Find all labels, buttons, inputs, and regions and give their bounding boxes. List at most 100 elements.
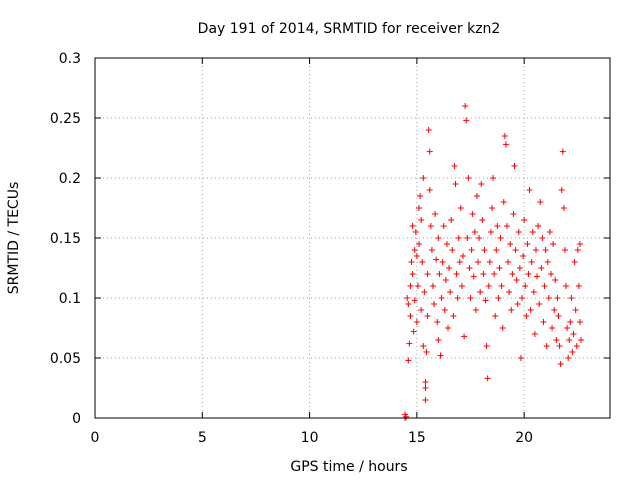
data-point — [460, 253, 467, 259]
data-point — [424, 271, 431, 277]
data-point — [412, 229, 419, 235]
data-point — [544, 259, 551, 265]
data-point — [461, 333, 468, 340]
data-point — [470, 273, 477, 280]
data-point — [425, 127, 432, 133]
data-point — [521, 217, 528, 223]
data-point — [471, 229, 478, 235]
data-point — [525, 271, 532, 277]
data-point — [487, 229, 494, 235]
data-point — [466, 265, 473, 271]
plot-frame — [94, 57, 611, 419]
data-point — [416, 205, 423, 211]
data-point — [456, 259, 463, 265]
data-point — [501, 133, 508, 139]
data-point — [422, 379, 429, 385]
data-point — [436, 271, 443, 277]
grid-layer — [95, 58, 610, 418]
data-point — [469, 211, 476, 217]
data-point — [446, 265, 453, 271]
data-point — [449, 247, 456, 253]
data-point — [429, 283, 436, 289]
data-point — [473, 193, 480, 199]
data-point — [410, 328, 417, 335]
data-point — [452, 181, 459, 187]
data-point — [424, 313, 431, 319]
data-point — [407, 313, 414, 319]
data-point — [433, 256, 440, 263]
data-point — [437, 352, 444, 359]
data-point — [500, 199, 507, 205]
data-point — [573, 343, 580, 349]
y-tick-label: 0.25 — [50, 111, 81, 127]
x-tick-label: 20 — [515, 430, 533, 446]
data-point — [457, 205, 464, 211]
data-point — [420, 175, 427, 181]
data-point — [422, 397, 429, 403]
data-point — [420, 343, 427, 349]
data-point — [520, 253, 527, 259]
data-point — [522, 283, 529, 289]
data-point — [528, 259, 535, 265]
data-point — [458, 283, 465, 289]
data-point — [524, 241, 531, 247]
data-point — [428, 247, 435, 253]
data-point — [479, 217, 486, 223]
data-point — [464, 235, 471, 241]
data-point — [493, 247, 500, 253]
data-point — [564, 325, 571, 331]
data-point — [495, 295, 502, 301]
data-point — [538, 265, 545, 271]
data-point — [551, 307, 558, 313]
data-point — [427, 223, 434, 229]
data-point — [492, 313, 499, 319]
data-point — [523, 313, 530, 319]
data-point — [552, 277, 559, 283]
data-point — [576, 319, 583, 325]
data-point — [497, 235, 504, 241]
tick-labels: 0 5 10 15 20 0 0.05 0.1 0.15 0.2 0.25 0.3 — [50, 51, 533, 446]
data-point — [462, 103, 469, 109]
data-point — [510, 211, 517, 217]
data-point — [442, 277, 449, 283]
data-point — [514, 301, 521, 307]
data-point — [494, 223, 501, 229]
data-point — [572, 307, 579, 313]
data-point — [535, 223, 542, 229]
data-point — [546, 229, 553, 235]
data-point — [448, 217, 455, 223]
data-point — [543, 343, 550, 349]
data-point — [416, 241, 423, 247]
data-point — [569, 349, 576, 355]
data-point — [513, 277, 520, 283]
data-point — [482, 297, 489, 304]
data-point — [568, 295, 575, 301]
data-point — [578, 337, 585, 343]
data-point — [491, 271, 498, 277]
data-point — [527, 307, 534, 313]
y-tick-label: 0.15 — [50, 231, 81, 247]
data-point — [486, 259, 493, 265]
data-point — [477, 289, 484, 295]
data-point — [507, 241, 514, 247]
data-points — [402, 103, 585, 421]
data-point — [556, 343, 563, 349]
data-point — [417, 193, 424, 199]
data-point — [553, 337, 560, 343]
data-point — [558, 187, 565, 193]
data-point — [555, 313, 562, 319]
data-point — [451, 163, 458, 169]
y-axis-label: SRMTID / TECUs — [6, 182, 22, 295]
data-point — [484, 375, 491, 382]
data-point — [563, 283, 570, 289]
data-point — [418, 307, 425, 313]
data-point — [443, 241, 450, 247]
x-axis-label: GPS time / hours — [290, 459, 407, 475]
data-point — [511, 163, 518, 169]
data-point — [422, 385, 429, 391]
data-point — [575, 283, 582, 289]
data-point — [434, 319, 441, 325]
data-point — [561, 247, 568, 253]
data-point — [512, 247, 519, 253]
